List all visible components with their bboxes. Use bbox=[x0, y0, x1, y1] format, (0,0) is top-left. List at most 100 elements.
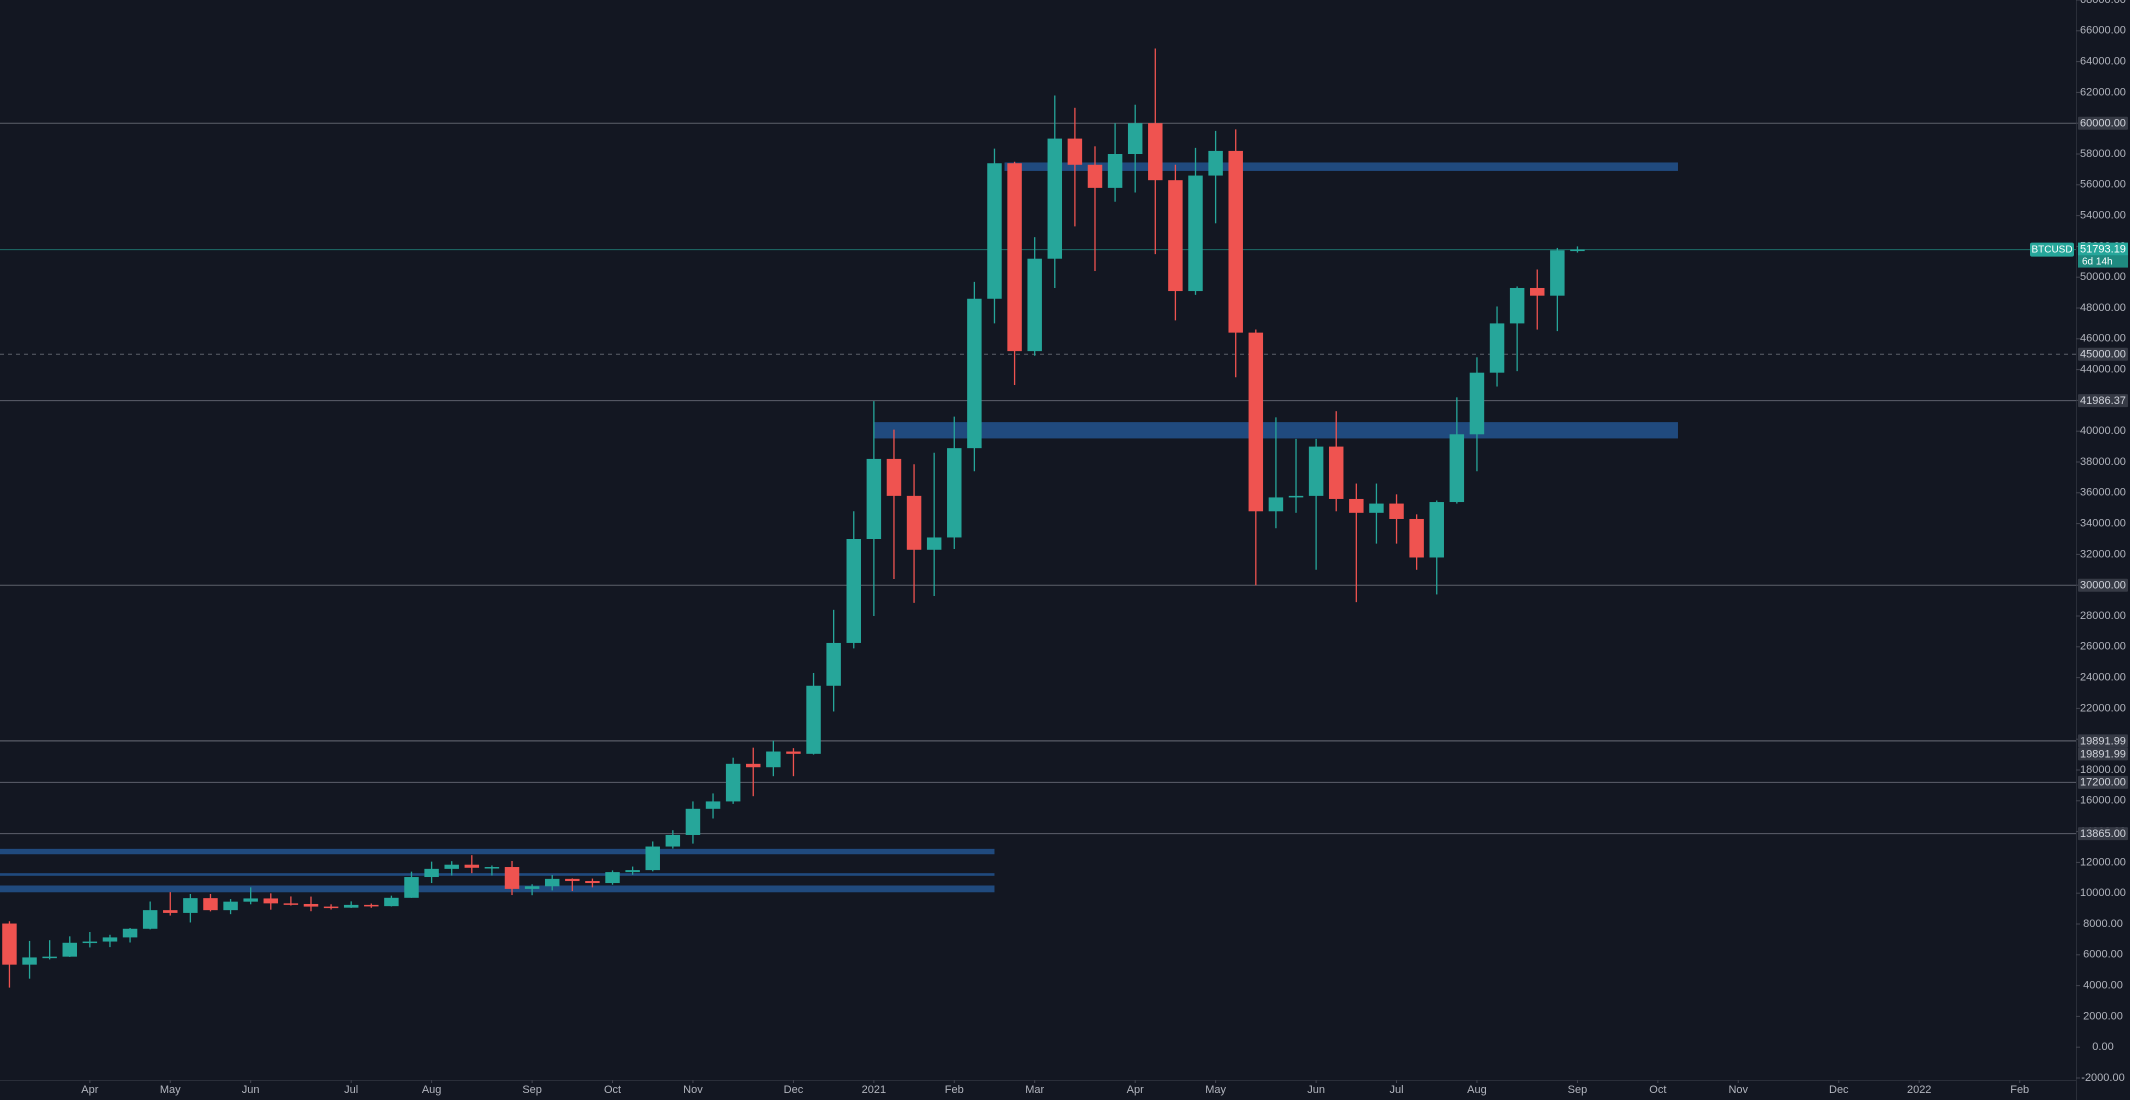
axis-panel bbox=[2076, 0, 2130, 1100]
level-label: 45000.00 bbox=[2080, 349, 2126, 361]
level-label-box bbox=[2078, 827, 2128, 841]
candle-body bbox=[163, 910, 178, 913]
x-tick-label: Apr bbox=[81, 1084, 98, 1096]
x-tick-label: Mar bbox=[1025, 1084, 1044, 1096]
candle-body bbox=[1328, 446, 1344, 499]
candle-body bbox=[1067, 138, 1083, 165]
candle-body bbox=[987, 163, 1002, 299]
candle-body bbox=[806, 685, 821, 754]
level-label-box bbox=[2078, 775, 2128, 789]
y-tick-label: 36000.00 bbox=[2080, 487, 2126, 499]
candle-body bbox=[42, 956, 57, 959]
candle-body bbox=[343, 904, 359, 908]
x-tick-label: Jun bbox=[242, 1084, 260, 1096]
x-tick-label: 2022 bbox=[1907, 1084, 1931, 1096]
y-tick-label: 56000.00 bbox=[2080, 179, 2126, 191]
x-tick-label: Apr bbox=[1127, 1084, 1144, 1096]
candle-body bbox=[1349, 498, 1364, 513]
candle-body bbox=[1127, 123, 1143, 154]
candle-body bbox=[62, 942, 77, 957]
candle-body bbox=[645, 846, 660, 871]
y-tick-label: 68000.00 bbox=[2080, 0, 2126, 6]
y-tick-label: 34000.00 bbox=[2080, 518, 2126, 530]
y-tick-label: 48000.00 bbox=[2080, 302, 2126, 314]
candle-body bbox=[565, 878, 580, 882]
candle-body bbox=[22, 957, 37, 965]
candle-body bbox=[424, 868, 439, 878]
y-tick-label: 54000.00 bbox=[2080, 210, 2126, 222]
candle-body bbox=[967, 298, 982, 449]
x-tick-label: Dec bbox=[1829, 1084, 1849, 1096]
candle-body bbox=[1047, 138, 1063, 259]
y-tick-label: 18000.00 bbox=[2080, 764, 2126, 776]
candle-body bbox=[585, 881, 600, 884]
candle-body bbox=[283, 903, 299, 905]
candle-body bbox=[203, 898, 218, 911]
y-tick-label: 0.00 bbox=[2092, 1041, 2113, 1053]
countdown-box bbox=[2078, 255, 2128, 268]
y-tick-label: -2000.00 bbox=[2081, 1072, 2124, 1084]
candle-body bbox=[1208, 150, 1223, 176]
countdown: 6d 14h bbox=[2082, 257, 2113, 268]
candle-body bbox=[1469, 372, 1485, 435]
y-tick-label: 58000.00 bbox=[2080, 148, 2126, 160]
y-tick-label: 12000.00 bbox=[2080, 856, 2126, 868]
x-tick-label: Sep bbox=[1568, 1084, 1588, 1096]
candle-body bbox=[1369, 503, 1384, 513]
y-tick-label: 26000.00 bbox=[2080, 641, 2126, 653]
candle-body bbox=[1570, 249, 1585, 252]
candle-body bbox=[444, 864, 459, 869]
candle-body bbox=[404, 877, 419, 898]
y-tick-label: 50000.00 bbox=[2080, 271, 2126, 283]
candle-body bbox=[243, 898, 258, 902]
candle-body bbox=[1288, 495, 1304, 498]
x-tick-label: Aug bbox=[1467, 1084, 1487, 1096]
candle-body bbox=[947, 448, 962, 538]
candle-body bbox=[1248, 332, 1264, 512]
candle-body bbox=[524, 886, 540, 889]
candle-body bbox=[1087, 164, 1103, 188]
candle-body bbox=[1148, 123, 1163, 181]
candle-body bbox=[926, 537, 942, 550]
symbol-tag: BTCUSD bbox=[2031, 245, 2072, 256]
candle-body bbox=[766, 751, 781, 768]
x-tick-label: Feb bbox=[2010, 1084, 2029, 1096]
candle-body bbox=[223, 901, 238, 911]
y-tick-label: 2000.00 bbox=[2083, 1010, 2123, 1022]
y-tick-label: 62000.00 bbox=[2080, 86, 2126, 98]
level-label-box bbox=[2078, 116, 2128, 130]
candle-body bbox=[1429, 502, 1444, 558]
candle-body bbox=[685, 808, 701, 835]
candle-body bbox=[1530, 287, 1545, 296]
y-tick-label: 64000.00 bbox=[2080, 56, 2126, 68]
y-tick-label: 38000.00 bbox=[2080, 456, 2126, 468]
candle-body bbox=[605, 872, 620, 884]
y-tick-label: 46000.00 bbox=[2080, 333, 2126, 345]
candle-body bbox=[1308, 446, 1324, 496]
candle-body bbox=[102, 937, 118, 942]
x-tick-label: Sep bbox=[522, 1084, 542, 1096]
level-label-box bbox=[2078, 747, 2128, 761]
x-tick-label: Aug bbox=[422, 1084, 442, 1096]
y-tick-label: 24000.00 bbox=[2080, 672, 2126, 684]
price-tag-box bbox=[2078, 242, 2128, 256]
x-tick-label: May bbox=[160, 1084, 181, 1096]
candle-body bbox=[746, 763, 761, 768]
y-tick-label: 6000.00 bbox=[2083, 949, 2123, 961]
x-tick-label: Nov bbox=[683, 1084, 703, 1096]
zone bbox=[0, 873, 995, 876]
level-label: 19891.99 bbox=[2080, 735, 2126, 747]
candle-body bbox=[1509, 287, 1525, 324]
candle-body bbox=[122, 928, 138, 938]
candle-body bbox=[1107, 154, 1123, 188]
candle-body bbox=[544, 878, 560, 887]
y-tick-label: 8000.00 bbox=[2083, 918, 2123, 930]
x-tick-label: Dec bbox=[784, 1084, 804, 1096]
x-tick-label: Jul bbox=[1389, 1084, 1403, 1096]
candle-body bbox=[846, 539, 861, 643]
time-axis-panel bbox=[0, 1080, 2130, 1100]
zone bbox=[1004, 162, 1678, 171]
candle-body bbox=[786, 751, 801, 754]
